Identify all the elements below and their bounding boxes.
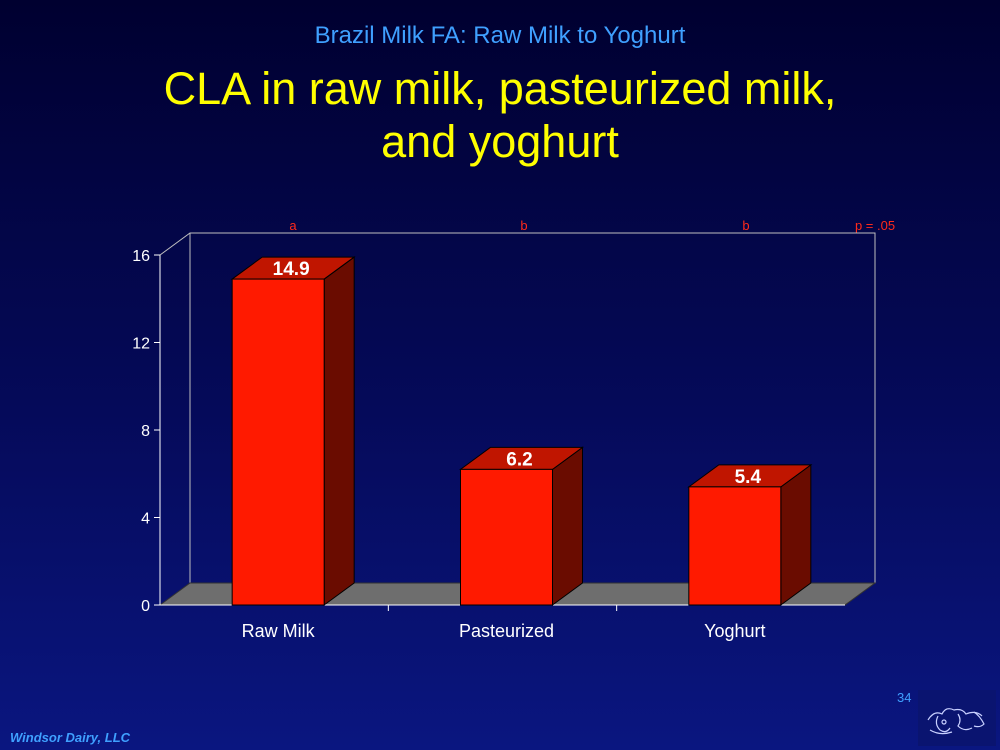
- y-tick-label: 0: [141, 598, 150, 615]
- footer-company: Windsor Dairy, LLC: [10, 730, 131, 745]
- significance-note: p = .05: [855, 218, 895, 233]
- bar-data-label: 6.2: [506, 449, 532, 470]
- significance-letter: b: [742, 218, 749, 233]
- page-number: 34: [897, 690, 912, 705]
- bar-side: [323, 256, 355, 606]
- cow-logo-icon: [918, 690, 996, 746]
- x-tick-label: Pasteurized: [459, 621, 554, 641]
- bar-side: [780, 463, 812, 606]
- x-tick-label: Raw Milk: [242, 621, 316, 641]
- plot-frame: [159, 232, 876, 584]
- slide-subtitle: Brazil Milk FA: Raw Milk to Yoghurt: [314, 22, 686, 49]
- y-tick-label: 16: [132, 248, 150, 265]
- significance-letter: b: [520, 218, 527, 233]
- bar-data-label: 14.9: [273, 259, 310, 280]
- bar: [688, 486, 782, 606]
- bar: [231, 278, 325, 606]
- bar: [460, 468, 553, 606]
- slide-title-line-2: and yoghurt: [381, 116, 619, 167]
- significance-letter: a: [289, 218, 297, 233]
- y-tick-label: 8: [141, 423, 150, 440]
- slide-title: CLA in raw milk, pasteurized milk, and y…: [0, 62, 1000, 168]
- x-tick-label: Yoghurt: [704, 621, 765, 641]
- y-tick-label: 12: [132, 336, 150, 353]
- slide-title-line-1: CLA in raw milk, pasteurized milk,: [163, 63, 837, 114]
- bar-data-label: 5.4: [735, 467, 762, 488]
- y-tick-label: 4: [141, 511, 150, 528]
- bar-side: [552, 446, 583, 606]
